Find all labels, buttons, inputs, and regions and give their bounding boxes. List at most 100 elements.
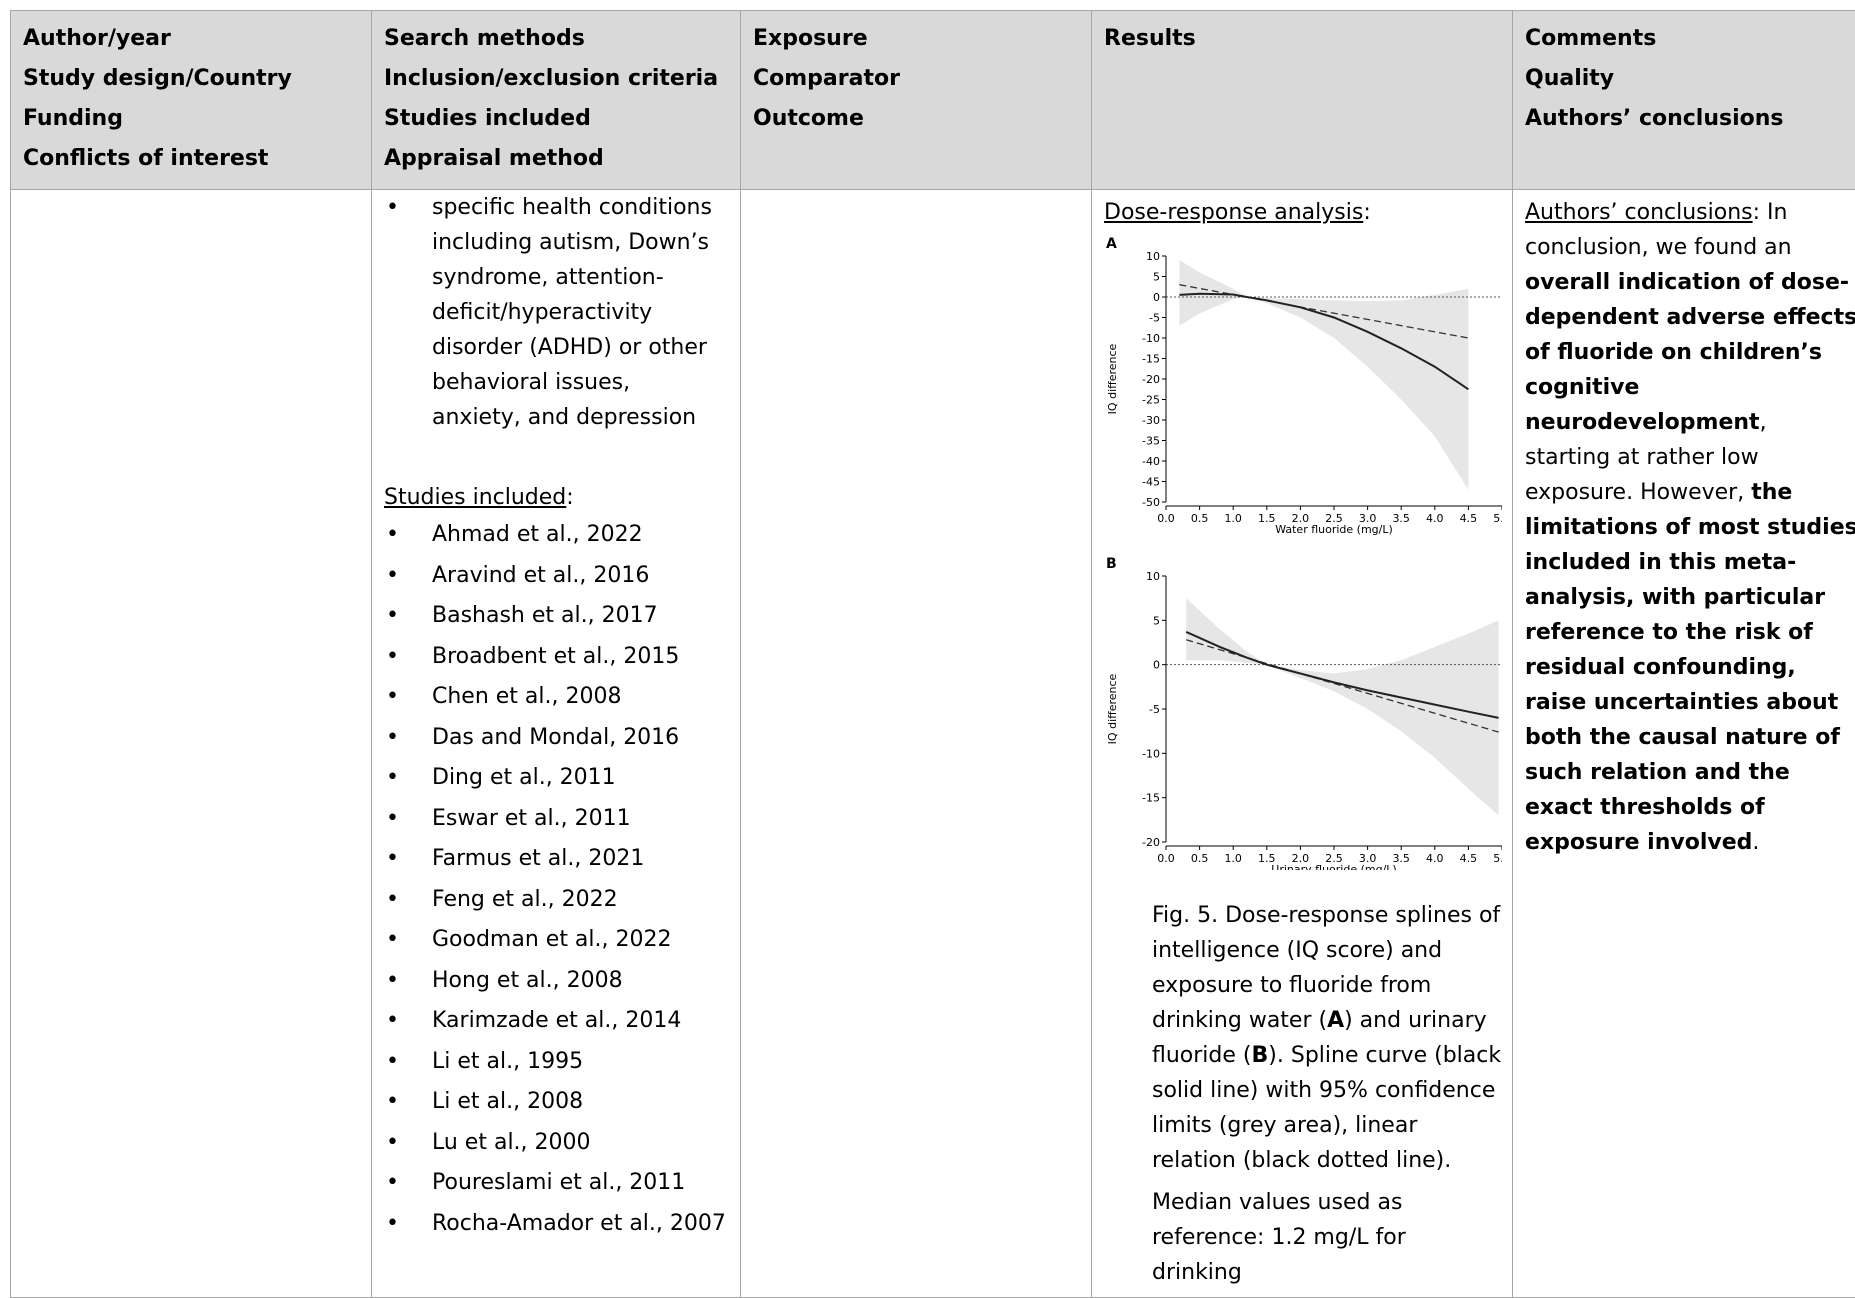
chart-a-y-tick-label: -50 xyxy=(1142,496,1160,509)
chart-b-x-tick-label: 0.0 xyxy=(1157,852,1175,865)
header-exposure: Exposure Comparator Outcome xyxy=(741,11,1092,190)
header-line: Author/year xyxy=(23,19,359,59)
study-item: Bashash et al., 2017 xyxy=(384,596,728,637)
chart-a-x-tick-label: 0.5 xyxy=(1191,512,1209,525)
caption-panel-a: A xyxy=(1327,1008,1344,1033)
results-heading: Dose-response analysis: xyxy=(1104,195,1500,230)
chart-a-y-tick-label: 5 xyxy=(1153,271,1160,284)
header-line: Search methods xyxy=(384,19,728,59)
chart-a-y-tick-label: -45 xyxy=(1142,476,1160,489)
chart-b-y-tick-label: -15 xyxy=(1142,792,1160,805)
cell-author-year xyxy=(11,190,372,1298)
study-item: Broadbent et al., 2015 xyxy=(384,637,728,678)
header-line: Study design/Country xyxy=(23,59,359,99)
chart-b-x-tick-label: 0.5 xyxy=(1191,852,1209,865)
cell-results: Dose-response analysis: A 10 5 0 -5 -10 -15 -20… xyxy=(1092,190,1513,1298)
caption-text: Fig. 5. Dose-response splines of intelli… xyxy=(1152,898,1502,1178)
results-heading-label: Dose-response analysis xyxy=(1104,200,1363,225)
study-item: Li et al., 2008 xyxy=(384,1082,728,1123)
header-line: Inclusion/exclusion criteria xyxy=(384,59,728,99)
chart-a-x-tick-label: 0.0 xyxy=(1157,512,1175,525)
study-item: Lu et al., 2000 xyxy=(384,1123,728,1164)
study-item: Farmus et al., 2021 xyxy=(384,839,728,880)
chart-a-x-tick-label: 5.0 xyxy=(1493,512,1502,525)
studies-heading-label: Studies included xyxy=(384,485,566,510)
header-line: Comments xyxy=(1525,19,1855,59)
cell-exposure xyxy=(741,190,1092,1298)
chart-b-x-tick-label: 4.0 xyxy=(1426,852,1444,865)
study-item: Aravind et al., 2016 xyxy=(384,556,728,597)
study-item: Poureslami et al., 2011 xyxy=(384,1163,728,1204)
header-search-methods: Search methods Inclusion/exclusion crite… xyxy=(372,11,741,190)
study-item: Feng et al., 2022 xyxy=(384,880,728,921)
conclusions-bold: overall indication of dose-dependent adv… xyxy=(1525,270,1855,435)
studies-heading-colon: : xyxy=(566,485,573,510)
header-line: Funding xyxy=(23,99,359,139)
evidence-table: Author/year Study design/Country Funding… xyxy=(10,10,1855,1298)
chart-a-x-tick-label: 1.5 xyxy=(1258,512,1276,525)
results-heading-colon: : xyxy=(1363,200,1370,225)
study-item: Li et al., 1995 xyxy=(384,1042,728,1083)
chart-b-x-axis-label: Urinary fluoride (mg/L) xyxy=(1271,863,1396,870)
study-item: Ahmad et al., 2022 xyxy=(384,515,728,556)
authors-conclusions: Authors’ conclusions: In conclusion, we … xyxy=(1525,195,1855,860)
chart-a-y-tick-label: 10 xyxy=(1146,250,1160,263)
study-item: Chen et al., 2008 xyxy=(384,677,728,718)
chart-b-ci-band xyxy=(1186,598,1498,815)
chart-b-y-tick-label: 0 xyxy=(1153,659,1160,672)
conclusions-colon: : xyxy=(1753,200,1760,225)
chart-b-x-tick-label: 4.5 xyxy=(1460,852,1478,865)
study-item: Ding et al., 2011 xyxy=(384,758,728,799)
chart-b-y-tick-label: -20 xyxy=(1142,836,1160,849)
header-line: Studies included xyxy=(384,99,728,139)
chart-a-y-tick-label: 0 xyxy=(1153,291,1160,304)
header-row: Author/year Study design/Country Funding… xyxy=(11,11,1855,190)
study-item: Das and Mondal, 2016 xyxy=(384,718,728,759)
conclusions-text: . xyxy=(1752,830,1759,855)
cell-search-methods: specific health conditions including aut… xyxy=(372,190,741,1298)
median-note: Median values used as reference: 1.2 mg/… xyxy=(1152,1185,1502,1290)
chart-b-x-tick-label: 5.0 xyxy=(1493,852,1502,865)
header-line: Appraisal method xyxy=(384,139,728,179)
figure-caption: Fig. 5. Dose-response splines of intelli… xyxy=(1152,898,1502,1290)
chart-a-x-tick-label: 3.5 xyxy=(1392,512,1410,525)
chart-b-x-tick-label: 1.0 xyxy=(1224,852,1242,865)
header-line: Comparator xyxy=(753,59,1079,99)
studies-heading: Studies included: xyxy=(384,480,728,515)
chart-a-y-tick-label: -10 xyxy=(1142,332,1160,345)
body-row: specific health conditions including aut… xyxy=(11,190,1855,1298)
header-comments: Comments Quality Authors’ conclusions xyxy=(1513,11,1855,190)
chart-a-panel-label: A xyxy=(1106,236,1117,252)
header-line: Results xyxy=(1104,19,1500,59)
study-item: Hong et al., 2008 xyxy=(384,961,728,1002)
header-author-year: Author/year Study design/Country Funding… xyxy=(11,11,372,190)
chart-a-y-axis-label: IQ difference xyxy=(1106,343,1119,414)
chart-b-y-tick-label: 10 xyxy=(1146,570,1160,583)
chart-a-y-tick-label: -5 xyxy=(1149,312,1160,325)
studies-list: Ahmad et al., 2022Aravind et al., 2016Ba… xyxy=(384,515,728,1244)
chart-a-y-tick-label: -35 xyxy=(1142,435,1160,448)
chart-b-y-tick-label: -5 xyxy=(1149,703,1160,716)
caption-panel-b: B xyxy=(1252,1043,1269,1068)
chart-a-y-tick-label: -25 xyxy=(1142,394,1160,407)
header-line: Exposure xyxy=(753,19,1079,59)
study-item: Goodman et al., 2022 xyxy=(384,920,728,961)
chart-a-y-tick-label: -30 xyxy=(1142,414,1160,427)
chart-b-y-axis-label: IQ difference xyxy=(1106,673,1119,744)
criteria-item: specific health conditions including aut… xyxy=(384,190,722,435)
conclusions-label: Authors’ conclusions xyxy=(1525,200,1753,225)
chart-a-x-tick-label: 4.0 xyxy=(1426,512,1444,525)
chart-a-x-tick-label: 4.5 xyxy=(1460,512,1478,525)
header-line: Quality xyxy=(1525,59,1855,99)
chart-b-y-tick-label: 5 xyxy=(1153,614,1160,627)
conclusions-bold: the limitations of most studies included… xyxy=(1525,480,1855,855)
study-item: Eswar et al., 2011 xyxy=(384,799,728,840)
criteria-list: specific health conditions including aut… xyxy=(384,190,728,435)
cell-conclusions: Authors’ conclusions: In conclusion, we … xyxy=(1513,190,1855,1298)
chart-a-x-tick-label: 1.0 xyxy=(1224,512,1242,525)
chart-a-y-tick-label: -40 xyxy=(1142,455,1160,468)
chart-b-y-tick-label: -10 xyxy=(1142,747,1160,760)
header-line: Conflicts of interest xyxy=(23,139,359,179)
study-item: Karimzade et al., 2014 xyxy=(384,1001,728,1042)
